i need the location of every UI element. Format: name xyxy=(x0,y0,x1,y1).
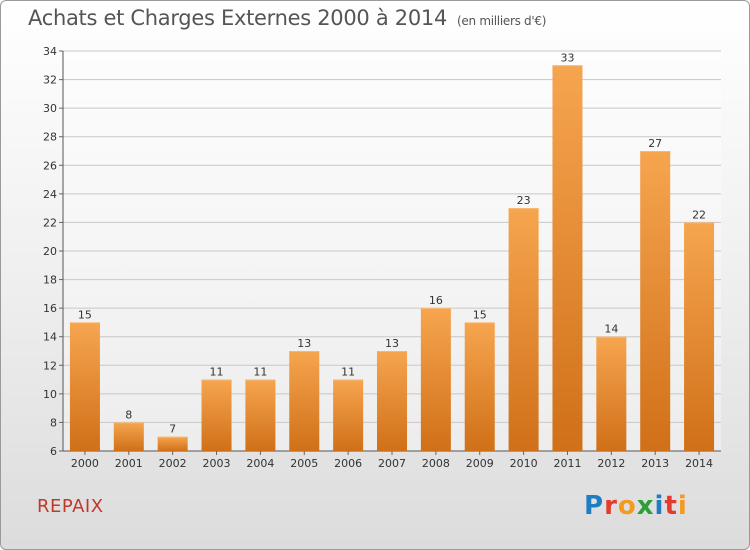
bar-value-label: 7 xyxy=(169,423,176,436)
logo-letter: o xyxy=(617,491,637,521)
y-tick-label: 8 xyxy=(50,416,57,429)
bar-value-label: 15 xyxy=(473,308,487,321)
chart-title-text: Achats et Charges Externes 2000 à 2014 xyxy=(28,6,448,30)
bar xyxy=(640,151,671,451)
y-tick-label: 34 xyxy=(43,45,57,58)
bar xyxy=(596,336,627,451)
y-tick-label: 12 xyxy=(43,359,57,372)
bar-value-label: 13 xyxy=(385,337,399,350)
bar-value-label: 13 xyxy=(297,337,311,350)
y-tick-label: 26 xyxy=(43,159,57,172)
bar xyxy=(508,208,539,451)
logo-letter: i xyxy=(654,491,665,521)
x-tick-label: 2003 xyxy=(203,457,231,470)
bar xyxy=(201,379,232,451)
bar xyxy=(113,422,144,451)
commune-name: REPAIX xyxy=(37,496,104,517)
y-tick-label: 6 xyxy=(50,445,57,458)
bar xyxy=(289,351,320,451)
bar xyxy=(420,308,451,451)
proxiti-logo: Proxiti xyxy=(584,491,688,521)
bar xyxy=(69,322,100,451)
x-tick-label: 2012 xyxy=(597,457,625,470)
x-tick-label: 2002 xyxy=(159,457,187,470)
x-tick-label: 2010 xyxy=(510,457,538,470)
x-tick-label: 2006 xyxy=(334,457,362,470)
x-tick-label: 2007 xyxy=(378,457,406,470)
bar-value-label: 11 xyxy=(210,366,224,379)
bar-value-label: 14 xyxy=(604,323,618,336)
bar-value-label: 11 xyxy=(253,366,267,379)
x-tick-label: 2011 xyxy=(553,457,581,470)
y-tick-label: 32 xyxy=(43,74,57,87)
y-tick-label: 24 xyxy=(43,188,57,201)
bar-value-label: 27 xyxy=(648,137,662,150)
y-tick-label: 20 xyxy=(43,245,57,258)
y-tick-label: 30 xyxy=(43,102,57,115)
x-tick-label: 2009 xyxy=(466,457,494,470)
bar-value-label: 11 xyxy=(341,366,355,379)
x-tick-label: 2008 xyxy=(422,457,450,470)
y-tick-label: 16 xyxy=(43,302,57,315)
bar xyxy=(245,379,276,451)
y-tick-label: 18 xyxy=(43,274,57,287)
bar xyxy=(157,436,188,451)
bar-value-label: 15 xyxy=(78,308,92,321)
bar xyxy=(464,322,495,451)
chart-unit: (en milliers d'€) xyxy=(457,14,547,28)
x-tick-label: 2014 xyxy=(685,457,713,470)
bar xyxy=(377,351,407,451)
logo-letter: t xyxy=(664,491,678,521)
logo-letter: P xyxy=(584,491,605,521)
bar-value-label: 8 xyxy=(125,408,132,421)
x-tick-label: 2013 xyxy=(641,457,669,470)
y-tick-label: 22 xyxy=(43,216,57,229)
bar-value-label: 23 xyxy=(517,194,531,207)
y-tick-label: 10 xyxy=(43,388,57,401)
bar-value-label: 33 xyxy=(560,51,574,64)
bar xyxy=(333,379,364,451)
bar xyxy=(552,65,583,452)
x-tick-label: 2000 xyxy=(71,457,99,470)
logo-letter: x xyxy=(636,491,655,521)
x-tick-label: 2001 xyxy=(115,457,143,470)
logo-letter: r xyxy=(604,491,618,521)
x-tick-label: 2004 xyxy=(246,457,274,470)
bar xyxy=(684,222,715,451)
x-tick-label: 2005 xyxy=(290,457,318,470)
y-tick-label: 14 xyxy=(43,331,57,344)
bar-value-label: 22 xyxy=(692,208,706,221)
bar-value-label: 16 xyxy=(429,294,443,307)
y-tick-label: 28 xyxy=(43,131,57,144)
logo-letter: i xyxy=(677,491,688,521)
chart-title: Achats et Charges Externes 2000 à 2014 (e… xyxy=(28,6,546,30)
